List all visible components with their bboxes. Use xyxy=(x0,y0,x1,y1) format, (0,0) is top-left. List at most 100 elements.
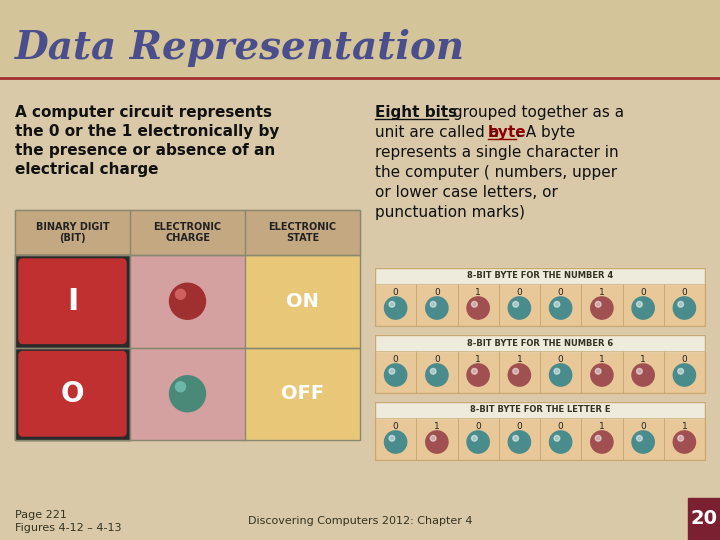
Bar xyxy=(375,335,705,393)
Bar xyxy=(540,284,581,326)
Text: 1: 1 xyxy=(475,288,481,297)
Bar xyxy=(623,284,664,326)
Bar xyxy=(15,348,360,440)
Circle shape xyxy=(426,364,448,386)
Text: 1: 1 xyxy=(599,288,605,297)
Circle shape xyxy=(176,382,186,392)
Text: 0: 0 xyxy=(475,422,481,431)
Bar xyxy=(499,284,540,326)
Circle shape xyxy=(590,431,613,453)
Text: Figures 4-12 – 4-13: Figures 4-12 – 4-13 xyxy=(15,523,122,533)
Bar xyxy=(15,255,360,348)
Bar xyxy=(499,351,540,393)
Bar xyxy=(457,418,499,460)
Bar xyxy=(416,351,457,393)
Bar xyxy=(581,418,623,460)
Text: byte: byte xyxy=(488,125,526,140)
Circle shape xyxy=(431,368,436,374)
Text: 0: 0 xyxy=(558,355,564,364)
Circle shape xyxy=(426,297,448,319)
Circle shape xyxy=(508,364,531,386)
Circle shape xyxy=(673,364,696,386)
Bar xyxy=(664,351,705,393)
Bar xyxy=(375,268,705,326)
Circle shape xyxy=(169,376,205,411)
Bar xyxy=(623,284,664,326)
Bar xyxy=(245,255,360,348)
Text: ELECTRONIC
STATE: ELECTRONIC STATE xyxy=(269,222,336,244)
Text: 1: 1 xyxy=(516,355,522,364)
Text: 8-BIT BYTE FOR THE LETTER E: 8-BIT BYTE FOR THE LETTER E xyxy=(469,406,611,415)
Bar xyxy=(15,210,360,255)
Bar xyxy=(457,284,499,326)
Text: electrical charge: electrical charge xyxy=(15,162,158,177)
Circle shape xyxy=(431,301,436,307)
Bar xyxy=(581,284,623,326)
Bar xyxy=(375,268,705,284)
Text: 0: 0 xyxy=(434,288,440,297)
Circle shape xyxy=(549,297,572,319)
Bar xyxy=(623,418,664,460)
Bar xyxy=(375,335,705,393)
Circle shape xyxy=(678,301,683,307)
Text: 0: 0 xyxy=(682,355,688,364)
Text: 8-BIT BYTE FOR THE NUMBER 6: 8-BIT BYTE FOR THE NUMBER 6 xyxy=(467,339,613,348)
Bar xyxy=(664,351,705,393)
Circle shape xyxy=(169,284,205,319)
Bar xyxy=(375,284,416,326)
Bar xyxy=(130,255,245,348)
Bar xyxy=(416,284,457,326)
Bar xyxy=(664,284,705,326)
Circle shape xyxy=(590,364,613,386)
Bar xyxy=(0,80,720,540)
Bar xyxy=(15,210,360,255)
Circle shape xyxy=(513,301,518,307)
Bar xyxy=(375,335,705,351)
Bar xyxy=(375,418,416,460)
Bar xyxy=(499,418,540,460)
Text: 8-BIT BYTE FOR THE NUMBER 4: 8-BIT BYTE FOR THE NUMBER 4 xyxy=(467,272,613,280)
Text: OFF: OFF xyxy=(281,384,324,403)
Circle shape xyxy=(426,431,448,453)
FancyBboxPatch shape xyxy=(19,352,126,436)
Circle shape xyxy=(508,297,531,319)
Circle shape xyxy=(549,364,572,386)
Circle shape xyxy=(554,368,560,374)
Bar xyxy=(375,418,416,460)
Bar xyxy=(581,418,623,460)
Bar xyxy=(499,418,540,460)
Text: or lower case letters, or: or lower case letters, or xyxy=(375,185,558,200)
Bar xyxy=(540,418,581,460)
Text: 0: 0 xyxy=(682,288,688,297)
Text: the computer ( numbers, upper: the computer ( numbers, upper xyxy=(375,165,617,180)
Circle shape xyxy=(508,431,531,453)
Bar xyxy=(130,348,245,440)
Text: unit are called a: unit are called a xyxy=(375,125,504,140)
Text: Eight bits: Eight bits xyxy=(375,105,457,120)
Text: 0: 0 xyxy=(392,422,398,431)
Text: 0: 0 xyxy=(392,355,398,364)
Text: 0: 0 xyxy=(558,288,564,297)
Circle shape xyxy=(554,435,560,441)
Circle shape xyxy=(636,301,642,307)
Bar xyxy=(416,418,457,460)
Bar xyxy=(375,351,416,393)
Bar xyxy=(375,268,705,326)
Bar xyxy=(375,402,705,460)
Circle shape xyxy=(590,297,613,319)
Text: 1: 1 xyxy=(599,422,605,431)
Circle shape xyxy=(513,435,518,441)
Bar xyxy=(375,402,705,460)
Bar xyxy=(375,402,705,418)
FancyBboxPatch shape xyxy=(19,259,126,343)
Circle shape xyxy=(467,297,490,319)
Bar xyxy=(15,348,130,440)
Circle shape xyxy=(467,364,490,386)
Text: Data Representation: Data Representation xyxy=(15,29,465,67)
Bar xyxy=(540,284,581,326)
Text: 1: 1 xyxy=(434,422,440,431)
Circle shape xyxy=(632,364,654,386)
Text: 0: 0 xyxy=(392,288,398,297)
Circle shape xyxy=(632,297,654,319)
Text: 1: 1 xyxy=(682,422,688,431)
